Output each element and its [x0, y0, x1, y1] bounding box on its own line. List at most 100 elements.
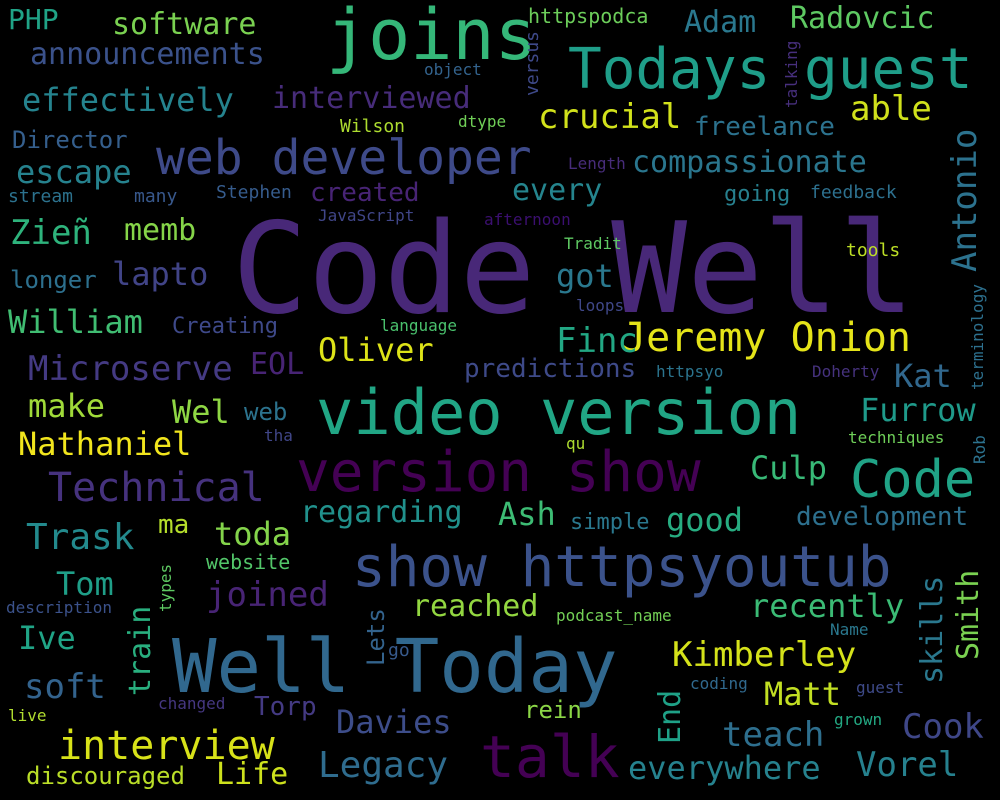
word-end: End — [653, 689, 688, 744]
word-director: Director — [12, 126, 128, 154]
word-interviewed: interviewed — [272, 81, 471, 116]
word-software: software — [112, 7, 257, 42]
word-smith: Smith — [951, 569, 986, 660]
word-guest: guest — [856, 678, 905, 697]
word-object: object — [424, 60, 482, 79]
word-adam: Adam — [684, 5, 757, 40]
word-rob: Rob — [970, 435, 989, 464]
word-talking: talking — [782, 40, 801, 108]
word-types: types — [156, 563, 175, 612]
word-technical: Technical — [48, 465, 265, 511]
word-recently: recently — [750, 587, 905, 625]
word-crucial: crucial — [538, 97, 682, 137]
word-radovcic: Radovcic — [790, 1, 935, 36]
word-language: language — [380, 316, 458, 335]
word-jeremy-onion: Jeremy Onion — [622, 315, 911, 361]
word-created: created — [310, 178, 420, 208]
word-httpspodca: httpspodca — [528, 4, 649, 28]
word-lapto: lapto — [112, 255, 209, 293]
word-todays-guest: Todays guest — [568, 37, 973, 102]
word-development: development — [796, 502, 969, 532]
word-loops: loops — [576, 296, 625, 315]
word-everywhere: everywhere — [628, 749, 821, 787]
word-lets: Lets — [362, 608, 390, 666]
word-vorel: Vorel — [856, 745, 959, 785]
word-doherty: Doherty — [812, 362, 880, 381]
word-every: every — [512, 173, 603, 208]
word-joins: joins — [326, 0, 537, 76]
word-tradit: Tradit — [564, 234, 622, 253]
word-torp: Torp — [254, 692, 317, 722]
word-feedback: feedback — [810, 182, 897, 203]
word-skills: skills — [915, 575, 950, 684]
word-many: many — [134, 186, 178, 207]
word-grown: grown — [834, 710, 883, 729]
word-video-version: video version — [316, 376, 802, 449]
word-ive: Ive — [18, 619, 76, 657]
word-stream: stream — [8, 186, 74, 207]
word-got: got — [556, 257, 614, 295]
word-code: Code — [850, 450, 976, 510]
word-oliver: Oliver — [318, 331, 434, 369]
word-good: good — [666, 501, 744, 539]
word-escape: escape — [16, 153, 132, 191]
word-interview: interview — [58, 723, 275, 769]
word-code-well: Code Well — [232, 195, 915, 342]
word-joined: joined — [206, 575, 329, 615]
word-kat: Kat — [894, 357, 952, 395]
word-javascript: JavaScript — [318, 206, 415, 225]
word-techniques: techniques — [848, 428, 945, 447]
word-able: able — [850, 89, 932, 129]
word-longer: longer — [10, 266, 97, 294]
word-predictions: predictions — [464, 354, 637, 384]
word-ash: Ash — [498, 495, 556, 533]
word-website: website — [206, 550, 291, 574]
word-make: make — [28, 387, 106, 425]
word-davies: Davies — [336, 703, 452, 741]
word-trask: Trask — [26, 517, 135, 558]
word-coding: coding — [690, 674, 748, 693]
word-tom: Tom — [56, 565, 114, 603]
word-nathaniel: Nathaniel — [18, 425, 192, 463]
word-teach: teach — [722, 715, 825, 755]
word-cook: Cook — [902, 707, 984, 747]
word-web: web — [244, 398, 288, 426]
word-tha: tha — [264, 426, 293, 445]
word-version-show: version show — [296, 440, 701, 505]
word-furrow: Furrow — [860, 391, 976, 429]
word-life: Life — [216, 757, 289, 792]
word-kimberley: Kimberley — [672, 635, 857, 675]
word-length: Length — [568, 154, 626, 173]
word-php: PHP — [8, 3, 59, 36]
word-terminology: terminology — [968, 284, 987, 390]
word-stephen: Stephen — [216, 182, 292, 203]
word-well-today: Well Today — [172, 624, 618, 710]
word-afternoon: afternoon — [484, 210, 571, 229]
word-creating: Creating — [172, 314, 278, 339]
word-microserve: Microserve — [28, 349, 233, 389]
word-zien: Zieñ — [10, 213, 92, 253]
word-william: William — [8, 303, 143, 341]
word-changed: changed — [158, 694, 226, 713]
word-ma: ma — [158, 510, 190, 540]
word-effectively: effectively — [22, 81, 234, 119]
word-legacy: Legacy — [318, 745, 449, 786]
word-dtype: dtype — [458, 112, 507, 131]
word-go: go — [388, 640, 410, 661]
word-web-developer: web developer — [156, 130, 532, 186]
word-httpsyo: httpsyo — [656, 362, 724, 381]
word-finc: Finc — [556, 321, 638, 361]
word-going: going — [724, 182, 791, 207]
word-compassionate: compassionate — [632, 145, 867, 180]
word-description: description — [6, 598, 112, 617]
word-simple: simple — [570, 510, 650, 535]
word-train: train — [123, 605, 158, 696]
word-matt: Matt — [764, 675, 842, 713]
word-podcast-name: podcast_name — [556, 606, 672, 625]
word-antonio: Antonio — [945, 128, 985, 272]
word-reached: reached — [412, 589, 539, 624]
word-name: Name — [830, 620, 869, 639]
word-show-httpsyoutub: show httpsyoutub — [352, 535, 892, 600]
word-culp: Culp — [750, 449, 828, 487]
